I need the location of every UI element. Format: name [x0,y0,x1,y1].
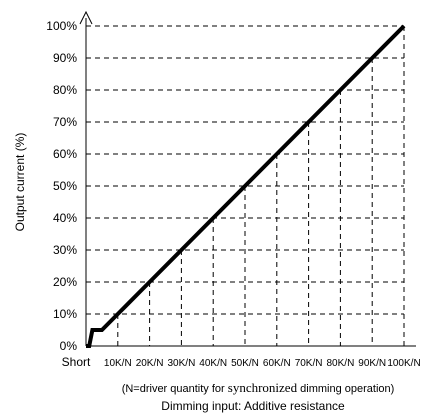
y-tick-label: 20% [53,275,77,289]
x-tick-label: 20K/N [136,358,164,369]
y-tick-labels: 0% 10% 20% 30% 40% 50% 60% 70% 80% 90% 100% [46,19,77,353]
x-tick-labels: Short 10K/N 20K/N 30K/N 40K/N 50K/N 60K/N 70K/N… [62,355,421,369]
x-axis-label: Dimming input: Additive resistance [161,399,345,413]
chart-note: (N=driver quantity for synchronized dimm… [122,380,395,395]
x-tick-label: 100K/N [387,358,420,369]
y-tick-label: 40% [53,211,77,225]
y-tick-label: 80% [53,83,77,97]
y-axis-label: Output current (%) [13,133,27,232]
y-tick-label: 90% [53,51,77,65]
x-tick-label: 70K/N [295,358,323,369]
y-tick-label: 60% [53,147,77,161]
x-tick-label: 80K/N [327,358,355,369]
y-axis-arrow [79,10,93,25]
y-tick-label: 50% [53,179,77,193]
x-tick-label-short: Short [62,355,91,369]
y-tick-label: 10% [53,307,77,321]
axes [79,10,416,347]
y-tick-label: 30% [53,243,77,257]
x-tick-label: 90K/N [358,358,386,369]
grid-lines [86,25,405,346]
x-tick-label: 10K/N [104,358,132,369]
series-line [86,24,406,348]
x-tick-label: 60K/N [263,358,291,369]
y-tick-label: 0% [60,339,78,353]
y-tick-label: 100% [46,19,77,33]
x-tick-label: 50K/N [231,358,259,369]
x-tick-label: 30K/N [168,358,196,369]
x-tick-label: 40K/N [199,358,227,369]
y-tick-label: 70% [53,115,77,129]
